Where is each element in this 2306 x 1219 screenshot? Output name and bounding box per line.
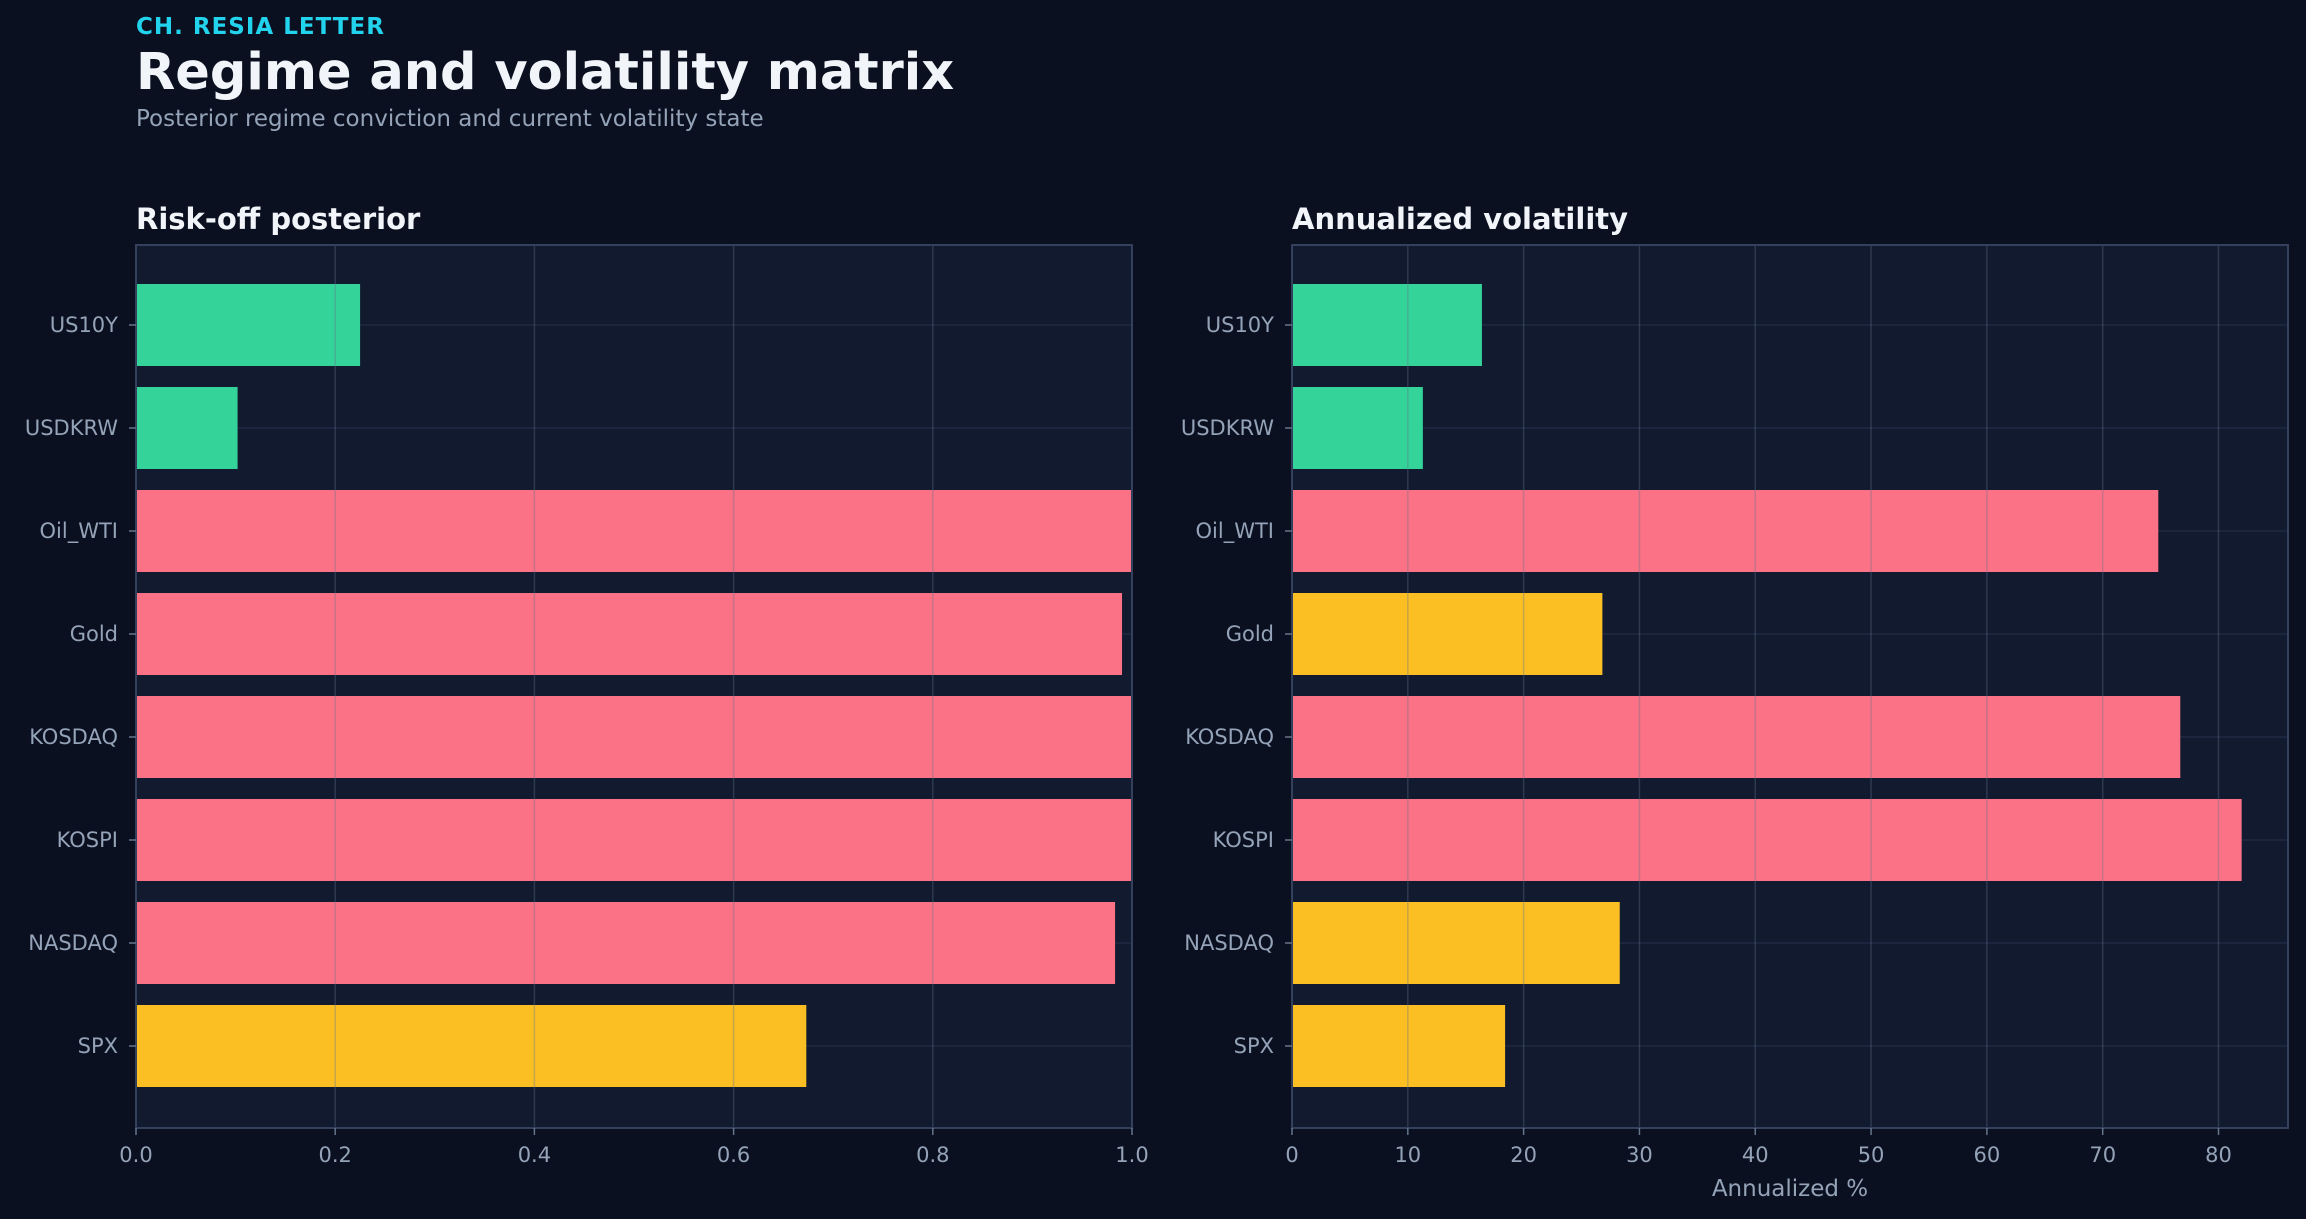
x-axis-label: Annualized %	[1712, 1176, 1868, 1202]
y-tick-label: KOSDAQ	[1185, 725, 1274, 749]
x-tick-label: 0.8	[916, 1143, 949, 1167]
x-tick-label: 1.0	[1115, 1143, 1148, 1167]
y-tick-label: NASDAQ	[28, 931, 118, 955]
bar-kospi	[136, 799, 1132, 881]
x-tick-label: 80	[2205, 1143, 2232, 1167]
x-tick-label: 0.0	[119, 1143, 152, 1167]
bar-kosdaq	[1292, 696, 2181, 778]
y-tick-label: US10Y	[1206, 313, 1274, 337]
bar-gold	[136, 593, 1123, 675]
x-tick-label: 50	[1858, 1143, 1885, 1167]
bar-usdkrw	[1292, 387, 1423, 469]
y-tick-label: Gold	[1226, 622, 1274, 646]
x-tick-label: 30	[1626, 1143, 1653, 1167]
y-tick-label: NASDAQ	[1184, 931, 1274, 955]
bar-kosdaq	[136, 696, 1132, 778]
x-tick-label: 0.2	[318, 1143, 351, 1167]
y-tick-label: SPX	[1234, 1034, 1274, 1058]
bar-us10y	[1292, 284, 1482, 366]
page-title: Regime and volatility matrix	[136, 43, 955, 102]
bar-us10y	[136, 284, 361, 366]
x-tick-label: 20	[1510, 1143, 1537, 1167]
y-tick-label: USDKRW	[1181, 416, 1274, 440]
bar-oil-wti	[1292, 490, 2159, 572]
chart-panel-1: Risk-off posterior US10Y USDKRW Oil_WTI Gold…	[25, 202, 1149, 1167]
kicker-label: CH. RESIA LETTER	[136, 14, 385, 40]
plot-area	[136, 245, 1132, 1128]
bar-nasdaq	[1292, 902, 1620, 984]
chart-title: Annualized volatility	[1292, 202, 1628, 236]
chart-panel-2: Annualized volatility US10Y USDKRW Oil_WTI G…	[1181, 202, 2289, 1202]
y-tick-label: KOSPI	[57, 828, 118, 852]
x-tick-label: 0	[1285, 1143, 1298, 1167]
y-tick-label: KOSPI	[1213, 828, 1274, 852]
bar-spx	[136, 1005, 807, 1087]
plot-area	[1292, 245, 2288, 1128]
y-tick-label: US10Y	[50, 313, 118, 337]
bar-kospi	[1292, 799, 2242, 881]
header: CH. RESIA LETTER Regime and volatility m…	[136, 14, 954, 132]
y-tick-label: USDKRW	[25, 416, 118, 440]
x-tick-label: 0.6	[717, 1143, 750, 1167]
y-tick-label: KOSDAQ	[29, 725, 118, 749]
y-tick-label: Gold	[70, 622, 118, 646]
x-tick-label: 40	[1742, 1143, 1769, 1167]
y-tick-label: Oil_WTI	[1196, 519, 1274, 544]
bar-gold	[1292, 593, 1603, 675]
x-tick-label: 10	[1394, 1143, 1421, 1167]
plot-border	[135, 244, 1133, 1129]
bar-nasdaq	[136, 902, 1116, 984]
page-subtitle: Posterior regime conviction and current …	[136, 106, 764, 132]
chart-title: Risk-off posterior	[136, 202, 421, 236]
plot-border	[1291, 244, 2289, 1129]
x-tick-label: 70	[2089, 1143, 2116, 1167]
bar-oil-wti	[136, 490, 1132, 572]
y-tick-label: SPX	[78, 1034, 118, 1058]
bar-usdkrw	[136, 387, 238, 469]
bar-spx	[1292, 1005, 1506, 1087]
x-tick-label: 0.4	[518, 1143, 551, 1167]
y-tick-label: Oil_WTI	[40, 519, 118, 544]
x-tick-label: 60	[1974, 1143, 2001, 1167]
